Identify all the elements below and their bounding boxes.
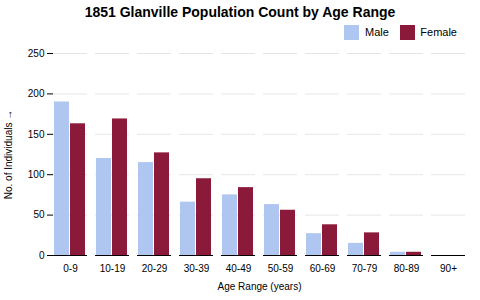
svg-text:0-9: 0-9: [63, 263, 78, 274]
svg-text:50: 50: [33, 209, 45, 220]
svg-text:10-19: 10-19: [100, 263, 126, 274]
svg-text:90+: 90+: [440, 263, 457, 274]
svg-text:No. of Individuals →: No. of Individuals →: [3, 110, 14, 200]
svg-text:30-39: 30-39: [184, 263, 210, 274]
svg-text:0: 0: [39, 250, 45, 261]
svg-text:70-79: 70-79: [352, 263, 378, 274]
svg-text:80-89: 80-89: [394, 263, 420, 274]
svg-text:50-59: 50-59: [268, 263, 294, 274]
svg-text:100: 100: [28, 169, 45, 180]
svg-text:20-29: 20-29: [142, 263, 168, 274]
svg-text:250: 250: [28, 48, 45, 59]
svg-text:150: 150: [28, 129, 45, 140]
svg-text:60-69: 60-69: [310, 263, 336, 274]
html-text:Female: Female: [420, 26, 457, 38]
html-text:Male: Male: [365, 26, 389, 38]
svg-text:200: 200: [28, 88, 45, 99]
html-text:1851 Glanville Population Coun: 1851 Glanville Population Count by Age R…: [84, 4, 396, 20]
svg-text:Age Range (years): Age Range (years): [218, 281, 302, 292]
svg-text:40-49: 40-49: [226, 263, 252, 274]
